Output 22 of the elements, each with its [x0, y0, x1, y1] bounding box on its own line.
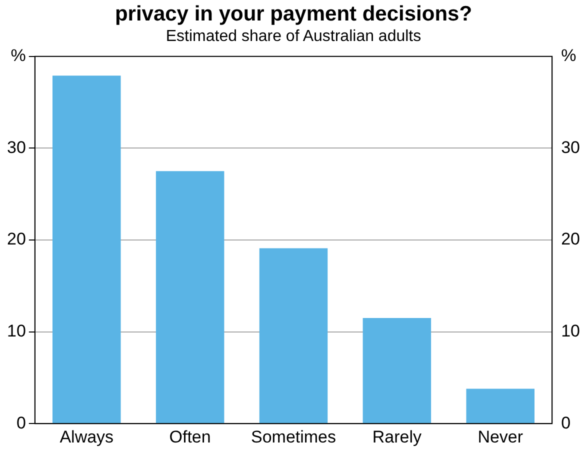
y-tick-label: 10: [6, 321, 26, 340]
x-tick-label: Rarely: [372, 427, 422, 446]
y2-tick-label: 10: [561, 321, 580, 340]
y-tick-label: %: [10, 46, 26, 66]
chart-subtitle: Estimated share of Australian adults: [166, 28, 422, 46]
y2-tick-label: 30: [561, 138, 580, 157]
y-tick-label: 30: [6, 138, 26, 157]
y2-tick-label: 20: [561, 230, 580, 249]
y2-tick-label: 0: [561, 413, 571, 432]
x-tick-label: Often: [169, 427, 211, 446]
bar: [52, 76, 121, 424]
x-tick-label: Never: [478, 427, 524, 446]
chart-title: privacy in your payment decisions?: [114, 2, 472, 26]
bar: [466, 388, 535, 424]
x-tick-label: Sometimes: [250, 427, 336, 446]
y2-tick-label: %: [561, 46, 576, 66]
y-tick-label: 0: [16, 413, 26, 432]
x-tick-label: Always: [60, 427, 114, 446]
bar: [156, 171, 224, 424]
bar: [259, 248, 328, 424]
bar: [362, 318, 432, 424]
y-tick-label: 20: [6, 230, 26, 249]
